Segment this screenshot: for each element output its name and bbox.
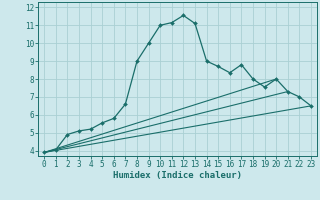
X-axis label: Humidex (Indice chaleur): Humidex (Indice chaleur) bbox=[113, 171, 242, 180]
